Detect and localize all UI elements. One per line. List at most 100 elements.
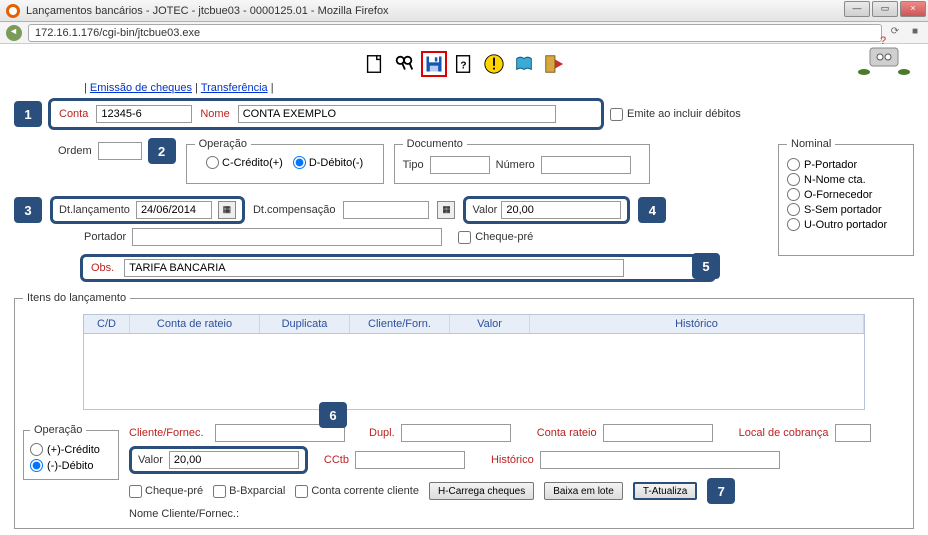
operacao-legend: Operação [195, 138, 251, 150]
nominal-p-radio[interactable] [787, 158, 800, 171]
save-icon[interactable] [421, 51, 447, 77]
atualiza-button[interactable]: T-Atualiza [633, 482, 697, 500]
emite-debitos-checkbox[interactable] [610, 108, 623, 121]
dtcomp-label: Dt.compensação [253, 204, 336, 216]
url-field[interactable]: 172.16.1.176/cgi-bin/jtcbue03.exe [28, 24, 882, 42]
firefox-icon [6, 4, 20, 18]
valor-input[interactable] [501, 201, 621, 219]
chequepre-label: Cheque-pré [475, 231, 533, 243]
col-dup: Duplicata [260, 315, 350, 333]
hcarrega-button[interactable]: H-Carrega cheques [429, 482, 534, 500]
col-cli: Cliente/Forn. [350, 315, 450, 333]
portador-input[interactable] [132, 228, 442, 246]
valor2-input[interactable] [169, 451, 299, 469]
col-rateio: Conta de rateio [130, 315, 260, 333]
calendar-icon-2[interactable]: ▦ [437, 201, 455, 219]
dupl-input[interactable] [401, 424, 511, 442]
new-icon[interactable] [361, 51, 387, 77]
nominal-n-label: N-Nome cta. [804, 174, 866, 186]
marker-2: 2 [148, 138, 176, 164]
col-cd: C/D [84, 315, 130, 333]
window-close-button[interactable]: × [900, 1, 926, 17]
cctb-input[interactable] [355, 451, 465, 469]
window-minimize-button[interactable]: — [844, 1, 870, 17]
contar-input[interactable] [603, 424, 713, 442]
valor2-label: Valor [138, 454, 163, 466]
marker-4: 4 [638, 197, 666, 223]
obs-input[interactable] [124, 259, 624, 277]
search-icon[interactable] [391, 51, 417, 77]
clifor-label: Cliente/Fornec. [129, 427, 209, 439]
stop-icon[interactable]: ■ [908, 26, 922, 40]
emissao-cheques-link[interactable]: Emissão de cheques [90, 82, 192, 94]
local-input[interactable] [835, 424, 871, 442]
exit-icon[interactable] [541, 51, 567, 77]
ccc-checkbox[interactable] [295, 485, 308, 498]
debito-radio[interactable] [293, 156, 306, 169]
url-text: 172.16.1.176/cgi-bin/jtcbue03.exe [35, 27, 200, 39]
baixa-button[interactable]: Baixa em lote [544, 482, 623, 500]
marker-5: 5 [692, 253, 720, 279]
operacao2-fieldset: Operação (+)-Crédito (-)-Débito [23, 424, 119, 480]
dtcomp-input[interactable] [343, 201, 429, 219]
local-label: Local de cobrança [739, 427, 829, 439]
alert-icon[interactable] [481, 51, 507, 77]
transferencia-link[interactable]: Transferência [201, 82, 268, 94]
contar-label: Conta rateio [537, 427, 597, 439]
nominal-s-radio[interactable] [787, 203, 800, 216]
grid-header: C/D Conta de rateio Duplicata Cliente/Fo… [83, 314, 865, 334]
tipo-input[interactable] [430, 156, 490, 174]
grid-body[interactable] [83, 334, 865, 410]
operacao-fieldset: Operação C-Crédito(+) D-Débito(-) [186, 138, 384, 184]
window-titlebar: Lançamentos bancários - JOTEC - jtcbue03… [0, 0, 928, 22]
window-title: Lançamentos bancários - JOTEC - jtcbue03… [26, 5, 389, 17]
marker-6: 6 [319, 402, 347, 428]
help-icon[interactable]: ? [451, 51, 477, 77]
op2-credito-label: (+)-Crédito [47, 444, 100, 456]
hist-label: Histórico [491, 454, 534, 466]
dtlanc-input[interactable] [136, 201, 212, 219]
op2-debito-label: (-)-Débito [47, 460, 93, 472]
bbx-label: B-Bxparcial [229, 485, 285, 497]
nominal-o-radio[interactable] [787, 188, 800, 201]
nominal-o-label: O-Fornecedor [804, 189, 872, 201]
svg-text:?: ? [460, 61, 466, 72]
op2-credito-radio[interactable] [30, 443, 43, 456]
ordem-input[interactable] [98, 142, 142, 160]
col-hist: Histórico [530, 315, 864, 333]
nominal-u-label: U-Outro portador [804, 219, 887, 231]
numero-input[interactable] [541, 156, 631, 174]
chequepre-checkbox[interactable] [458, 231, 471, 244]
nome-label: Nome [200, 108, 229, 120]
back-icon[interactable] [6, 25, 22, 41]
nominal-legend: Nominal [787, 138, 835, 150]
credito-radio[interactable] [206, 156, 219, 169]
itens-fieldset: Itens do lançamento C/D Conta de rateio … [14, 292, 914, 529]
op2-debito-radio[interactable] [30, 459, 43, 472]
bbx-checkbox[interactable] [213, 485, 226, 498]
book-icon[interactable] [511, 51, 537, 77]
dtlanc-label: Dt.lançamento [59, 204, 130, 216]
chequepre2-checkbox[interactable] [129, 485, 142, 498]
conta-input[interactable] [96, 105, 192, 123]
operacao2-legend: Operação [30, 424, 86, 436]
nominal-u-radio[interactable] [787, 218, 800, 231]
calendar-icon[interactable]: ▦ [218, 201, 236, 219]
dupl-label: Dupl. [369, 427, 395, 439]
marker-3: 3 [14, 197, 42, 223]
numero-label: Número [496, 159, 535, 171]
nominal-n-radio[interactable] [787, 173, 800, 186]
marker-7: 7 [707, 478, 735, 504]
window-maximize-button[interactable]: ▭ [872, 1, 898, 17]
debito-label: D-Débito(-) [309, 157, 363, 169]
hist-input[interactable] [540, 451, 780, 469]
nome-input[interactable] [238, 105, 556, 123]
documento-fieldset: Documento Tipo Número [394, 138, 650, 184]
nominal-p-label: P-Portador [804, 159, 857, 171]
marker-1: 1 [14, 101, 42, 127]
obs-label: Obs. [91, 262, 114, 274]
nomecf-label: Nome Cliente/Fornec.: [129, 508, 239, 520]
nominal-fieldset: Nominal P-Portador N-Nome cta. O-Fornece… [778, 138, 914, 256]
itens-legend: Itens do lançamento [23, 292, 130, 304]
address-bar: 172.16.1.176/cgi-bin/jtcbue03.exe ⟳ ■ [0, 22, 928, 44]
